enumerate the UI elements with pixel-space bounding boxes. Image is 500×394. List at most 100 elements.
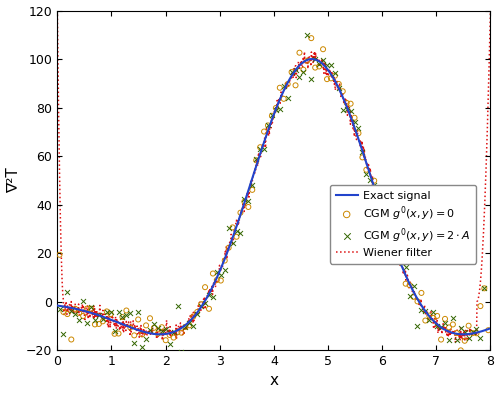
CGM $g^0(x,y)=2\cdot A$ — [186, 320, 194, 326]
CGM $g^0(x,y)=2\cdot A$ — [213, 269, 221, 275]
CGM $g^0(x,y)=0$ — [441, 316, 449, 322]
CGM $g^0(x,y)=2\cdot A$ — [240, 196, 248, 202]
CGM $g^0(x,y)=2\cdot A$ — [323, 62, 331, 69]
CGM $g^0(x,y)=0$ — [311, 65, 319, 71]
CGM $g^0(x,y)=2\cdot A$ — [79, 298, 87, 305]
Wiener filter — [392, 249, 398, 253]
CGM $g^0(x,y)=0$ — [456, 347, 464, 353]
CGM $g^0(x,y)=0$ — [236, 210, 244, 216]
CGM $g^0(x,y)=2\cdot A$ — [154, 325, 162, 331]
CGM $g^0(x,y)=0$ — [162, 337, 170, 343]
CGM $g^0(x,y)=2\cdot A$ — [311, 56, 319, 62]
CGM $g^0(x,y)=0$ — [346, 100, 354, 107]
CGM $g^0(x,y)=0$ — [390, 249, 398, 256]
CGM $g^0(x,y)=2\cdot A$ — [174, 303, 182, 309]
CGM $g^0(x,y)=0$ — [460, 338, 468, 344]
CGM $g^0(x,y)=2\cdot A$ — [190, 323, 198, 329]
CGM $g^0(x,y)=0$ — [394, 258, 402, 264]
CGM $g^0(x,y)=0$ — [154, 331, 162, 337]
CGM $g^0(x,y)=0$ — [118, 314, 126, 320]
CGM $g^0(x,y)=0$ — [308, 35, 316, 41]
CGM $g^0(x,y)=2\cdot A$ — [445, 337, 453, 343]
CGM $g^0(x,y)=2\cdot A$ — [126, 309, 134, 316]
CGM $g^0(x,y)=2\cdot A$ — [122, 312, 130, 319]
X-axis label: x: x — [270, 374, 278, 388]
CGM $g^0(x,y)=2\cdot A$ — [484, 355, 492, 362]
CGM $g^0(x,y)=2\cdot A$ — [118, 314, 126, 320]
Exact signal — [400, 268, 406, 273]
CGM $g^0(x,y)=2\cdot A$ — [296, 74, 304, 80]
CGM $g^0(x,y)=0$ — [205, 306, 213, 312]
Wiener filter — [400, 266, 406, 271]
CGM $g^0(x,y)=2\cdot A$ — [244, 198, 252, 204]
CGM $g^0(x,y)=0$ — [476, 303, 484, 309]
CGM $g^0(x,y)=0$ — [256, 144, 264, 151]
CGM $g^0(x,y)=2\cdot A$ — [182, 324, 190, 331]
CGM $g^0(x,y)=0$ — [95, 321, 103, 327]
CGM $g^0(x,y)=2\cdot A$ — [170, 329, 177, 335]
CGM $g^0(x,y)=0$ — [327, 75, 335, 82]
CGM $g^0(x,y)=2\cdot A$ — [236, 230, 244, 236]
CGM $g^0(x,y)=2\cdot A$ — [433, 323, 441, 329]
CGM $g^0(x,y)=0$ — [186, 322, 194, 329]
Exact signal — [246, 188, 252, 192]
CGM $g^0(x,y)=0$ — [240, 199, 248, 205]
CGM $g^0(x,y)=0$ — [342, 100, 350, 106]
Wiener filter — [54, 8, 60, 13]
CGM $g^0(x,y)=0$ — [300, 67, 308, 73]
CGM $g^0(x,y)=2\cdot A$ — [280, 83, 287, 89]
CGM $g^0(x,y)=2\cdot A$ — [453, 337, 461, 343]
CGM $g^0(x,y)=0$ — [284, 81, 292, 87]
CGM $g^0(x,y)=2\cdot A$ — [346, 108, 354, 115]
CGM $g^0(x,y)=2\cdot A$ — [248, 182, 256, 188]
Wiener filter — [230, 243, 235, 247]
CGM $g^0(x,y)=0$ — [244, 204, 252, 210]
CGM $g^0(x,y)=2\cdot A$ — [402, 264, 409, 270]
Exact signal — [157, 332, 163, 337]
CGM $g^0(x,y)=0$ — [410, 294, 418, 300]
CGM $g^0(x,y)=0$ — [358, 154, 366, 160]
CGM $g^0(x,y)=0$ — [252, 157, 260, 164]
CGM $g^0(x,y)=2\cdot A$ — [390, 247, 398, 253]
CGM $g^0(x,y)=2\cdot A$ — [201, 300, 209, 307]
CGM $g^0(x,y)=0$ — [292, 82, 300, 89]
CGM $g^0(x,y)=2\cdot A$ — [272, 107, 280, 113]
CGM $g^0(x,y)=0$ — [99, 318, 107, 325]
CGM $g^0(x,y)=2\cdot A$ — [95, 312, 103, 318]
CGM $g^0(x,y)=2\cdot A$ — [300, 69, 308, 75]
CGM $g^0(x,y)=2\cdot A$ — [146, 327, 154, 333]
CGM $g^0(x,y)=2\cdot A$ — [398, 260, 406, 266]
CGM $g^0(x,y)=2\cdot A$ — [288, 69, 296, 75]
Wiener filter — [245, 191, 251, 195]
CGM $g^0(x,y)=2\cdot A$ — [386, 244, 394, 250]
CGM $g^0(x,y)=2\cdot A$ — [87, 303, 95, 310]
CGM $g^0(x,y)=0$ — [75, 310, 83, 316]
CGM $g^0(x,y)=2\cdot A$ — [378, 199, 386, 205]
CGM $g^0(x,y)=2\cdot A$ — [217, 271, 225, 278]
Exact signal — [54, 303, 60, 308]
CGM $g^0(x,y)=0$ — [402, 281, 409, 287]
CGM $g^0(x,y)=0$ — [418, 290, 426, 296]
CGM $g^0(x,y)=2\cdot A$ — [228, 240, 236, 246]
CGM $g^0(x,y)=2\cdot A$ — [394, 248, 402, 254]
Exact signal — [98, 314, 104, 319]
Exact signal — [393, 249, 399, 254]
CGM $g^0(x,y)=2\cdot A$ — [342, 106, 350, 112]
CGM $g^0(x,y)=0$ — [429, 315, 437, 321]
CGM $g^0(x,y)=2\cdot A$ — [480, 285, 488, 292]
CGM $g^0(x,y)=0$ — [449, 321, 457, 327]
CGM $g^0(x,y)=0$ — [170, 335, 177, 341]
Wiener filter — [488, 8, 494, 13]
CGM $g^0(x,y)=0$ — [370, 178, 378, 184]
CGM $g^0(x,y)=0$ — [174, 329, 182, 335]
CGM $g^0(x,y)=0$ — [335, 81, 343, 87]
CGM $g^0(x,y)=2\cdot A$ — [464, 335, 472, 342]
CGM $g^0(x,y)=0$ — [178, 329, 186, 336]
CGM $g^0(x,y)=0$ — [83, 305, 91, 312]
CGM $g^0(x,y)=2\cdot A$ — [370, 182, 378, 188]
CGM $g^0(x,y)=0$ — [426, 312, 434, 319]
CGM $g^0(x,y)=0$ — [232, 234, 240, 240]
CGM $g^0(x,y)=2\cdot A$ — [64, 288, 72, 295]
CGM $g^0(x,y)=2\cdot A$ — [331, 70, 339, 76]
CGM $g^0(x,y)=2\cdot A$ — [354, 125, 362, 131]
